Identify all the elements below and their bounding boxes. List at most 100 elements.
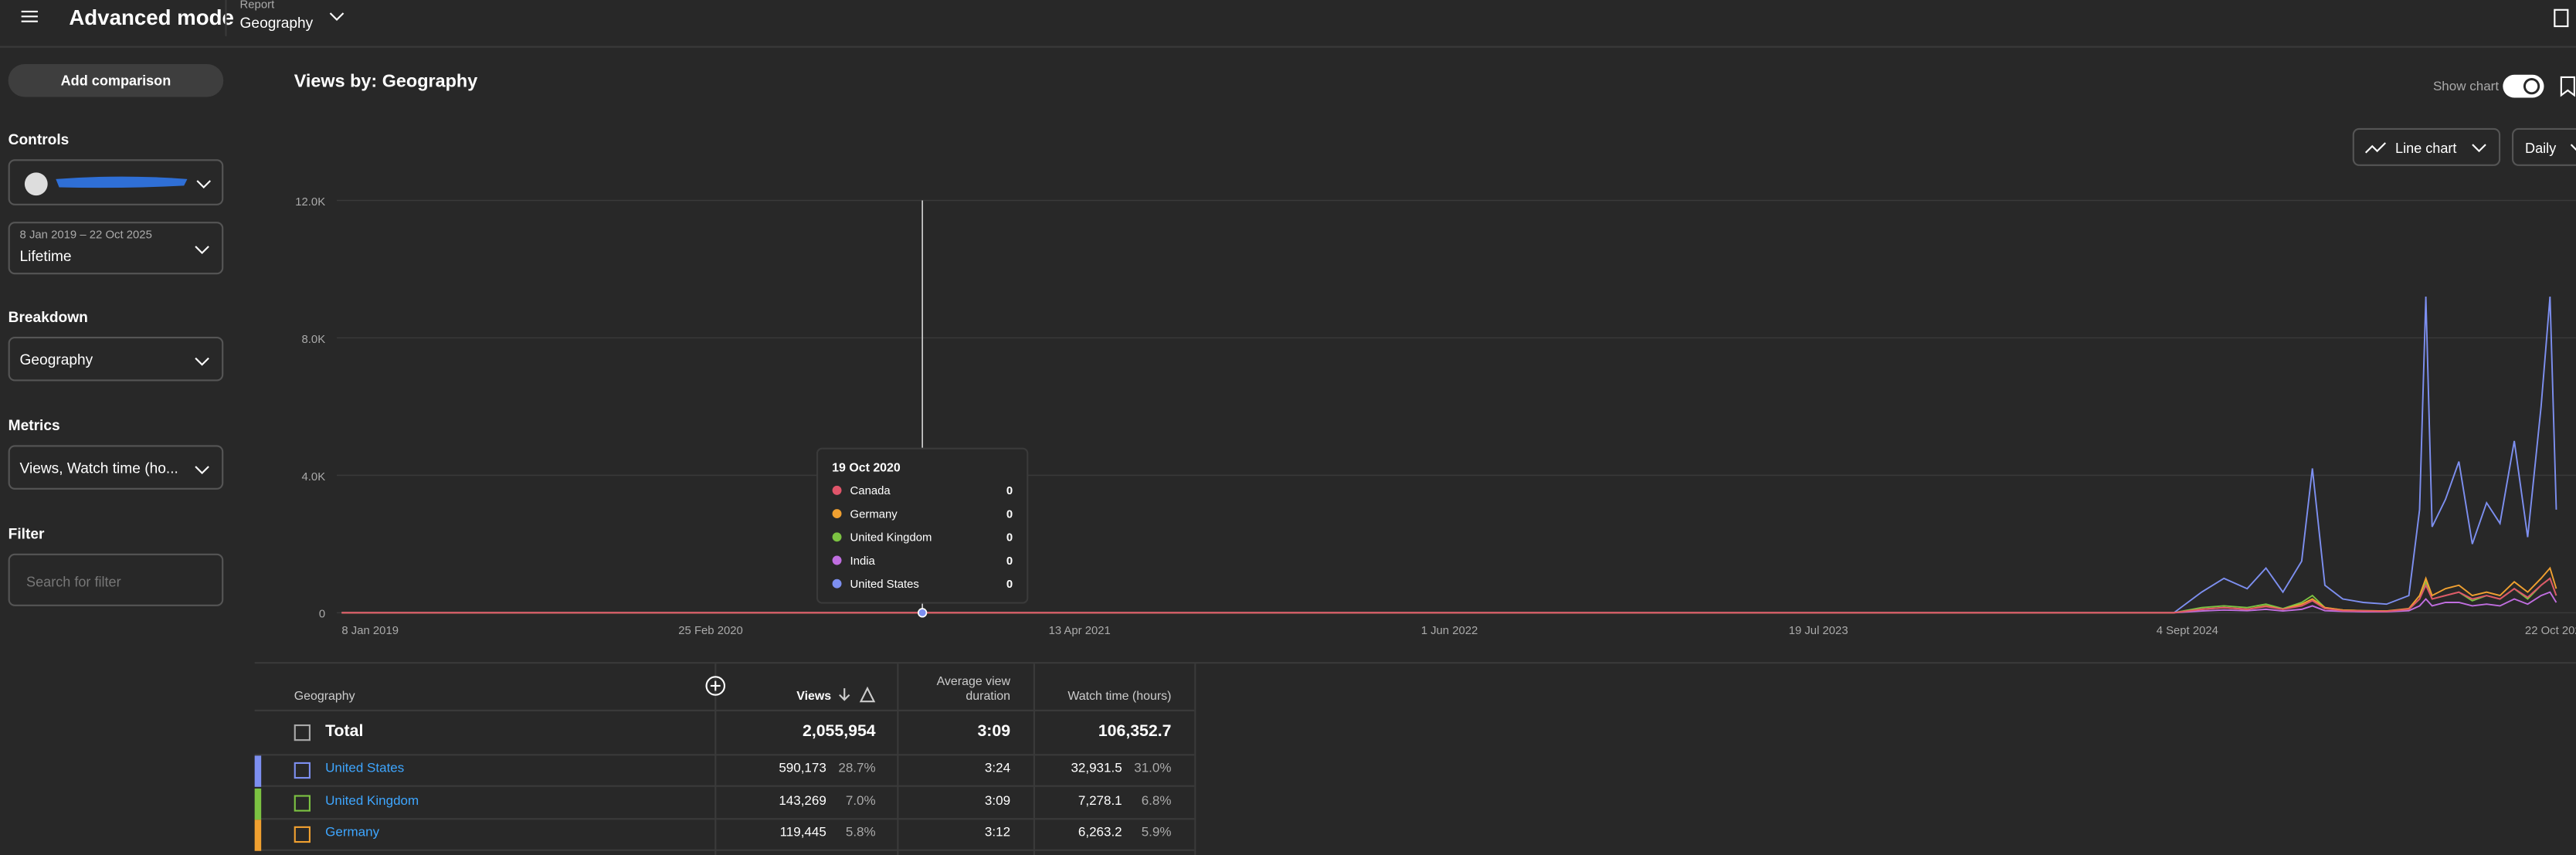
tooltip-series: India xyxy=(850,555,876,568)
breakdown-label: Breakdown xyxy=(8,308,88,326)
column-header[interactable]: Views xyxy=(796,688,832,704)
checkbox[interactable] xyxy=(294,826,311,843)
checkbox[interactable] xyxy=(294,794,311,811)
channel-select[interactable] xyxy=(8,159,224,205)
watch-time: 7,278.1 xyxy=(1078,792,1122,808)
views: 590,173 xyxy=(779,760,826,775)
checkbox[interactable] xyxy=(294,724,311,741)
line-chart: 0 4.0K 8.0K 12.0K 8 Jan 2019 25 Feb 2020 13 Ap… xyxy=(295,196,2576,637)
breakdown-select[interactable]: Geography xyxy=(8,337,224,382)
show-chart-toggle[interactable] xyxy=(2502,74,2544,99)
date-select[interactable]: 8 Jan 2019 – 22 Oct 2025 Lifetime xyxy=(8,222,224,275)
chart-type-select[interactable]: Line chart xyxy=(2352,127,2501,166)
chevron xyxy=(195,357,209,366)
x-tick-label: 4 Sept 2024 xyxy=(2157,625,2218,637)
interval: Daily xyxy=(2525,139,2557,157)
x-tick-label: 8 Jan 2019 xyxy=(341,625,399,637)
interval-select[interactable]: Daily xyxy=(2512,127,2576,166)
tooltip-series: Germany xyxy=(850,508,898,521)
hover-point xyxy=(917,608,928,618)
menu-icon[interactable] xyxy=(20,7,40,27)
chevron xyxy=(2570,144,2576,151)
checkbox[interactable] xyxy=(294,762,311,779)
date-range: 8 Jan 2019 – 22 Oct 2025 xyxy=(19,229,152,242)
period: Lifetime xyxy=(19,248,72,265)
tooltip-series: United Kingdom xyxy=(850,532,932,545)
feedback-icon[interactable] xyxy=(2553,8,2569,29)
y-tick-label: 4.0K xyxy=(302,471,326,483)
row-color xyxy=(254,787,262,819)
views: 143,269 xyxy=(779,792,826,808)
chevron xyxy=(195,466,209,475)
tooltip-swatch xyxy=(832,509,842,519)
show-chart-label: Show chart xyxy=(2432,79,2500,94)
tooltip: 19 Oct 2020 Canada 0 Germany 0 United Kingdom… xyxy=(816,447,1029,604)
views-pct: 5.8% xyxy=(845,824,876,840)
metrics: Views, Watch time (ho... xyxy=(19,460,178,477)
chart-type: Line chart xyxy=(2395,139,2457,157)
y-tick-label: 0 xyxy=(319,609,325,621)
channel-redacted xyxy=(24,172,211,196)
chevron xyxy=(2472,144,2486,153)
y-tick-label: 12.0K xyxy=(295,196,325,209)
save-icon[interactable] xyxy=(2560,76,2576,97)
add-column-icon[interactable] xyxy=(704,675,726,697)
chart-title: Views by: Geography xyxy=(294,72,478,93)
column-header: Average view xyxy=(936,673,1011,689)
x-tick-label: 13 Apr 2021 xyxy=(1049,625,1111,637)
watch-time: 32,931.5 xyxy=(1071,760,1122,775)
watch-pct: 5.9% xyxy=(1141,824,1172,840)
watch-pct: 6.8% xyxy=(1141,792,1172,808)
filter-input[interactable]: Search for filter xyxy=(8,553,224,606)
tooltip-value: 0 xyxy=(1006,555,1013,568)
tooltip-swatch xyxy=(832,555,842,565)
tooltip-value: 0 xyxy=(1006,532,1013,545)
y-tick-label: 8.0K xyxy=(302,334,326,346)
report-select[interactable]: Geography xyxy=(239,15,314,32)
country[interactable]: Germany xyxy=(325,824,380,840)
column-header: Geography xyxy=(294,688,355,704)
tooltip-series: United States xyxy=(850,578,919,591)
total-watch: 106,352.7 xyxy=(1098,722,1172,741)
watch-pct: 31.0% xyxy=(1134,760,1172,775)
sort-icons[interactable] xyxy=(838,687,881,703)
tooltip-date: 19 Oct 2020 xyxy=(832,461,901,474)
tooltip-swatch xyxy=(832,532,842,542)
x-tick-label: 25 Feb 2020 xyxy=(678,625,743,637)
column-header: Watch time (hours) xyxy=(1067,688,1172,704)
tooltip-swatch xyxy=(832,485,842,495)
total-views: 2,055,954 xyxy=(802,722,876,741)
tooltip-box xyxy=(816,447,1029,604)
country[interactable]: United Kingdom xyxy=(325,792,419,808)
series-line xyxy=(341,577,2557,614)
line-icon xyxy=(2364,142,2387,154)
filter-placeholder: Search for filter xyxy=(26,573,121,590)
add-comparison-button[interactable]: Add comparison xyxy=(8,63,224,97)
row-color xyxy=(254,755,262,787)
tooltip-value: 0 xyxy=(1006,508,1013,521)
watch-time: 6,263.2 xyxy=(1078,824,1122,840)
filter-label: Filter xyxy=(8,525,45,542)
app-title: Advanced mode xyxy=(69,5,234,30)
tooltip-value: 0 xyxy=(1006,485,1013,497)
total-label: Total xyxy=(325,722,364,741)
views: 119,445 xyxy=(779,824,826,840)
metrics-label: Metrics xyxy=(8,417,60,434)
country[interactable]: United States xyxy=(325,760,405,775)
chevron[interactable] xyxy=(328,10,344,23)
tooltip-series: Canada xyxy=(850,485,891,497)
tooltip-swatch xyxy=(832,578,842,589)
breakdown: Geography xyxy=(19,351,93,368)
views-pct: 28.7% xyxy=(838,760,876,775)
total-avg: 3:09 xyxy=(977,722,1011,741)
chevron xyxy=(195,246,209,255)
x-tick-label: 22 Oct 2025 xyxy=(2525,625,2576,637)
series-line xyxy=(341,591,2557,614)
row-color xyxy=(254,819,262,851)
tooltip-value: 0 xyxy=(1006,578,1013,591)
metrics-select[interactable]: Views, Watch time (ho... xyxy=(8,445,224,490)
column-header: duration xyxy=(966,688,1011,704)
x-tick-label: 19 Jul 2023 xyxy=(1789,625,1848,637)
avg-duration: 3:09 xyxy=(984,792,1011,808)
